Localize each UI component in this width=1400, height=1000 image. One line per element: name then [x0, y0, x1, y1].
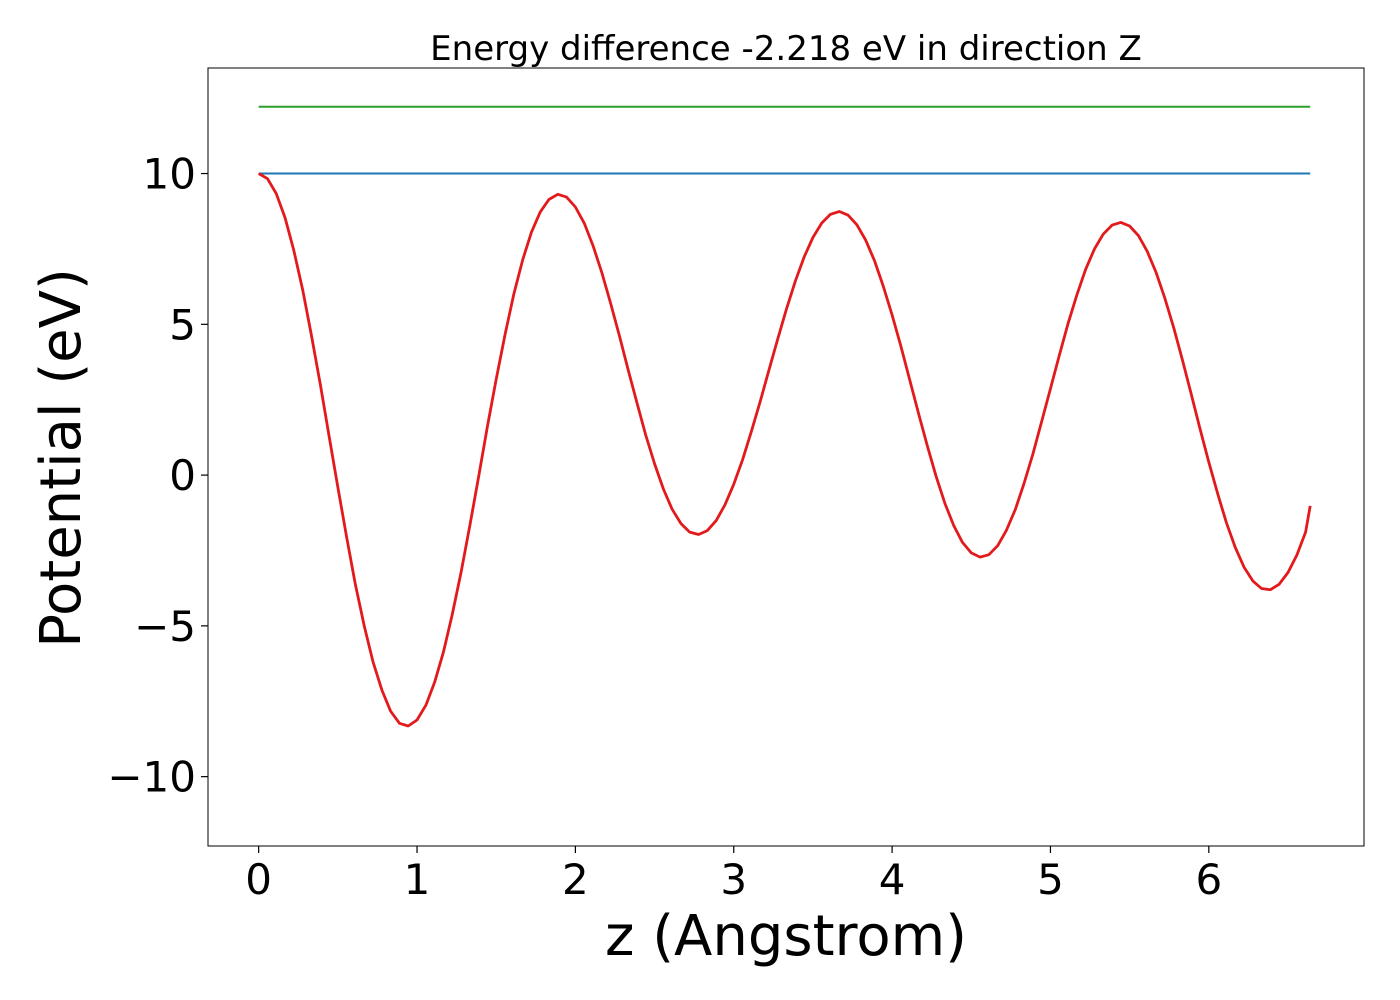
x-tick-label: 3: [720, 855, 747, 904]
x-tick-label: 4: [879, 855, 906, 904]
y-tick-label: −5: [134, 602, 196, 651]
y-tick-label: 10: [143, 150, 196, 199]
x-tick-label: 1: [404, 855, 431, 904]
y-tick-label: 0: [169, 451, 196, 500]
y-axis: −10 −5 0 5 10: [107, 150, 208, 802]
x-tick-label: 2: [562, 855, 589, 904]
x-axis-title: z (Angstrom): [605, 904, 967, 969]
x-tick-label: 6: [1195, 855, 1222, 904]
plot-frame: [207, 67, 1365, 847]
plot-area: [207, 67, 1365, 847]
y-tick-label: −10: [107, 753, 196, 802]
series-line-potential: [257, 172, 1312, 728]
y-axis-title: Potential (eV): [29, 268, 94, 648]
x-tick-label: 0: [245, 855, 272, 904]
x-tick-label: 5: [1037, 855, 1064, 904]
chart-title: Energy difference -2.218 eV in direction…: [430, 29, 1142, 69]
y-tick-label: 5: [169, 300, 196, 349]
x-axis: 0 1 2 3 4 5 6: [245, 846, 1222, 904]
series-layer: [257, 105, 1312, 728]
